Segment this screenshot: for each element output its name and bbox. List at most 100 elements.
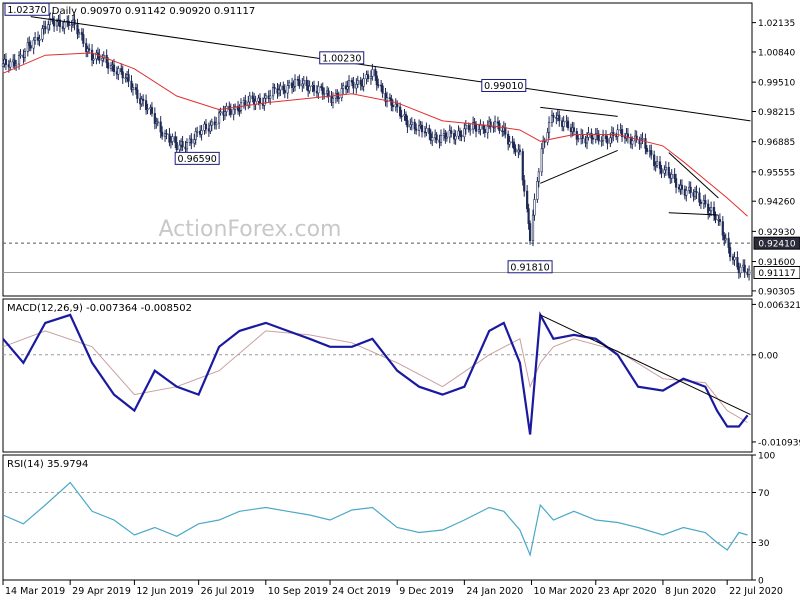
candle-body [562,121,565,127]
candle-body [631,140,634,145]
candle-body [200,130,203,135]
rsi-y-tick-label: 30 [758,539,770,549]
rsi-y-tick-label: 70 [758,489,770,499]
candle-body [193,139,196,144]
candle-body [150,107,154,114]
candle-body [547,122,551,133]
x-tick-label: 10 Mar 2020 [534,586,594,597]
candle-body [317,86,320,94]
candle-body [32,39,35,49]
candle-body [493,121,497,129]
candle-body [369,76,373,80]
x-tick-label: 14 Mar 2019 [5,586,65,597]
x-tick-label: 9 Dec 2019 [399,586,454,597]
candle-body [219,111,222,114]
candle-body [399,106,402,117]
candle-body [48,18,51,25]
candle-body [448,130,451,138]
candle-body [650,150,653,156]
candle-body [159,121,162,133]
macd-title: MACD(12,26,9) -0.007364 -0.008502 [7,303,192,314]
candle-body [528,223,532,242]
trendline [540,149,618,184]
annotation-box [4,2,50,16]
candle-body [721,221,724,236]
candle-body [320,86,323,88]
candle-body [374,69,377,77]
candle-body [526,190,529,209]
candle-body [724,238,727,241]
candle-body [641,138,644,140]
annotation-label: 0.99010 [484,81,523,92]
macd-trendline [540,314,751,415]
macd-line [2,311,749,435]
candle-body [209,124,212,132]
candle-body [380,84,383,87]
candle-body [44,26,47,30]
annotation-box [319,51,365,65]
candle-body [639,138,643,145]
candle-body [680,184,684,190]
candle-body [469,128,472,131]
candle-body [664,167,667,171]
candle-body [321,87,324,95]
candle-body [337,97,340,99]
candle-body [34,37,37,41]
candle-body [58,19,62,27]
annotation-label: 1.00230 [322,53,361,64]
candle-body [710,207,713,212]
candle-body [410,121,413,125]
annotation-box [507,260,553,274]
candle-body [733,256,736,261]
candle-body [714,215,717,221]
annotation-box [174,151,220,165]
candle-body [400,115,403,118]
rsi-title: RSI(14) 35.9794 [7,459,88,470]
price-y-tick-label: 0.94260 [758,198,795,208]
x-tick-label: 8 Jun 2020 [665,586,716,597]
candle-body [168,133,171,143]
candle-body [604,135,608,139]
candle-body [28,42,31,46]
candle-body [698,192,701,203]
candle-body [536,181,539,200]
candle-body [435,134,438,141]
candle-body [654,164,657,167]
price-y-tick-label: 0.91600 [758,258,795,268]
candle-body [67,20,70,26]
candle-body [95,52,98,60]
rsi-panel: RSI(14) 35.9794 100 70 30 0 [2,452,775,587]
macd-panel: MACD(12,26,9) -0.007364 -0.008502 0.00632… [2,301,800,448]
candle-body [247,101,250,106]
candle-body [707,203,710,214]
candle-body [695,191,698,194]
candle-body [439,135,443,143]
candle-body [293,78,297,87]
candle-body [620,129,624,137]
candle-body [156,121,159,124]
candle-body [739,266,742,274]
candle-body [477,129,481,132]
candle-body [489,121,492,128]
rsi-y-tick-label: 0 [758,577,764,587]
candle-body [670,174,673,179]
candle-body [1,63,5,67]
candle-body [600,140,603,142]
candle-body [169,141,173,143]
candle-body [572,127,575,132]
candle-body [550,115,554,123]
candle-body [667,167,670,176]
candle-body [279,85,282,91]
candle-body [350,80,354,83]
candle-body [140,98,143,105]
annotation-label: 0.96590 [178,154,217,165]
macd-y-tick-label: 0.006321 [758,301,800,311]
candle-body [229,109,232,115]
candle-body [362,78,365,87]
candle-body [76,24,79,35]
candle-body [194,131,197,140]
candle-body [92,58,95,61]
candle-body [55,21,59,27]
candle-body [415,128,418,131]
